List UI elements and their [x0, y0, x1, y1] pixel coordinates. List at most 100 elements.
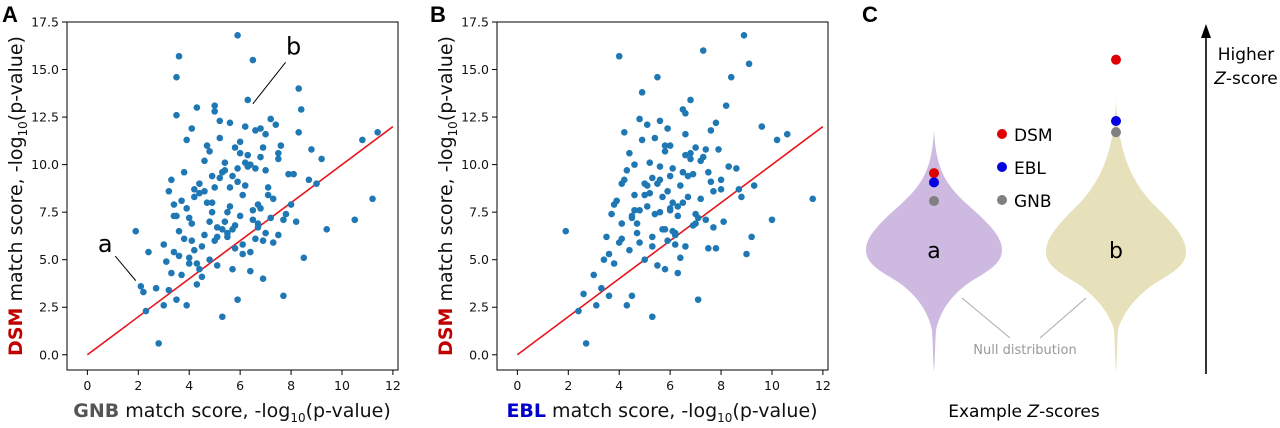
- scatter-points: [132, 32, 381, 347]
- data-point: [740, 32, 748, 39]
- data-point: [175, 252, 183, 260]
- data-point: [285, 170, 292, 178]
- data-point: [267, 115, 274, 123]
- data-point: [682, 243, 689, 250]
- data-point: [664, 237, 671, 244]
- higher-label: Higher: [1218, 45, 1275, 65]
- y-tick-label: 12.5: [461, 110, 489, 125]
- legend-marker-ebl: [997, 162, 1007, 172]
- data-point: [188, 220, 196, 227]
- x-tick-label: 8: [717, 378, 725, 393]
- data-point: [160, 241, 168, 248]
- data-point: [671, 229, 679, 237]
- data-point: [280, 292, 287, 300]
- legend-label-dsm: DSM: [1014, 126, 1053, 146]
- data-point: [610, 260, 618, 267]
- data-point: [272, 121, 280, 128]
- data-point: [654, 73, 661, 81]
- data-point: [196, 180, 203, 187]
- data-point: [219, 313, 226, 321]
- data-point: [170, 201, 178, 208]
- data-point: [656, 163, 664, 170]
- data-point: [638, 136, 646, 144]
- data-point: [234, 32, 241, 39]
- data-point: [687, 149, 694, 157]
- data-point: [178, 197, 185, 205]
- y-tick-label: 0.0: [39, 347, 59, 362]
- data-point: [183, 136, 190, 144]
- panel-letter-c: C: [862, 2, 878, 27]
- data-point: [213, 224, 221, 231]
- data-point: [193, 260, 201, 267]
- data-point: [196, 189, 203, 197]
- null-pointer-line-b: [1039, 297, 1087, 339]
- data-point: [783, 130, 791, 138]
- data-point: [666, 206, 674, 214]
- data-point: [259, 237, 267, 244]
- data-point: [308, 146, 315, 153]
- data-point: [229, 225, 236, 233]
- data-point: [671, 241, 679, 248]
- data-point: [249, 56, 257, 64]
- data-point: [562, 227, 570, 235]
- data-point: [244, 96, 252, 104]
- data-point: [633, 220, 641, 227]
- data-point: [241, 182, 249, 189]
- data-point: [297, 106, 305, 113]
- data-point: [247, 161, 254, 168]
- data-point: [758, 123, 766, 130]
- score-a-dsm: [929, 168, 939, 179]
- data-point: [621, 128, 628, 136]
- violin-a: [866, 130, 1002, 372]
- data-point: [641, 191, 648, 199]
- violin-panel-c: a b DSM EBL GNB Null distribution Exampl…: [866, 24, 1278, 422]
- data-point: [208, 208, 216, 216]
- data-point: [773, 136, 781, 144]
- data-point: [628, 292, 636, 300]
- data-point: [674, 212, 682, 220]
- data-point: [236, 149, 244, 157]
- x-tick-label: 0: [513, 378, 521, 393]
- data-point: [636, 239, 643, 246]
- data-point: [618, 235, 626, 243]
- data-point: [702, 216, 710, 224]
- data-point: [155, 340, 162, 347]
- data-point: [244, 151, 252, 159]
- data-point: [191, 186, 198, 193]
- data-point: [142, 307, 150, 315]
- data-point: [168, 269, 175, 277]
- diagonal-reference-line: [86, 125, 394, 356]
- data-point: [183, 205, 190, 212]
- data-point: [254, 201, 262, 208]
- data-point: [694, 296, 702, 303]
- data-point: [674, 203, 682, 210]
- x-tick-label: 4: [185, 378, 193, 393]
- data-point: [216, 174, 224, 182]
- data-point: [710, 224, 717, 231]
- data-point: [170, 248, 178, 256]
- x-tick-label: 12: [815, 378, 831, 393]
- data-point: [598, 284, 605, 292]
- y-tick-label: 2.5: [469, 300, 489, 315]
- legend-marker-gnb: [997, 195, 1007, 205]
- data-point: [239, 191, 246, 199]
- plot-frame: [66, 21, 399, 371]
- data-point: [216, 117, 224, 125]
- data-point: [600, 256, 608, 264]
- x-tick-label: 2: [564, 378, 572, 393]
- data-point: [252, 235, 259, 243]
- y-tick-label: 2.5: [39, 300, 59, 315]
- y-tick-label: 12.5: [31, 110, 59, 125]
- data-point: [226, 203, 234, 210]
- data-point: [145, 248, 152, 256]
- data-point: [687, 96, 694, 104]
- data-point: [191, 193, 198, 201]
- data-point: [173, 111, 180, 119]
- data-point: [605, 292, 613, 300]
- data-point: [608, 210, 615, 218]
- data-point: [313, 180, 320, 187]
- null-distribution-label: Null distribution: [973, 343, 1076, 358]
- data-point: [191, 246, 198, 254]
- data-point: [206, 148, 213, 155]
- data-point: [236, 138, 244, 146]
